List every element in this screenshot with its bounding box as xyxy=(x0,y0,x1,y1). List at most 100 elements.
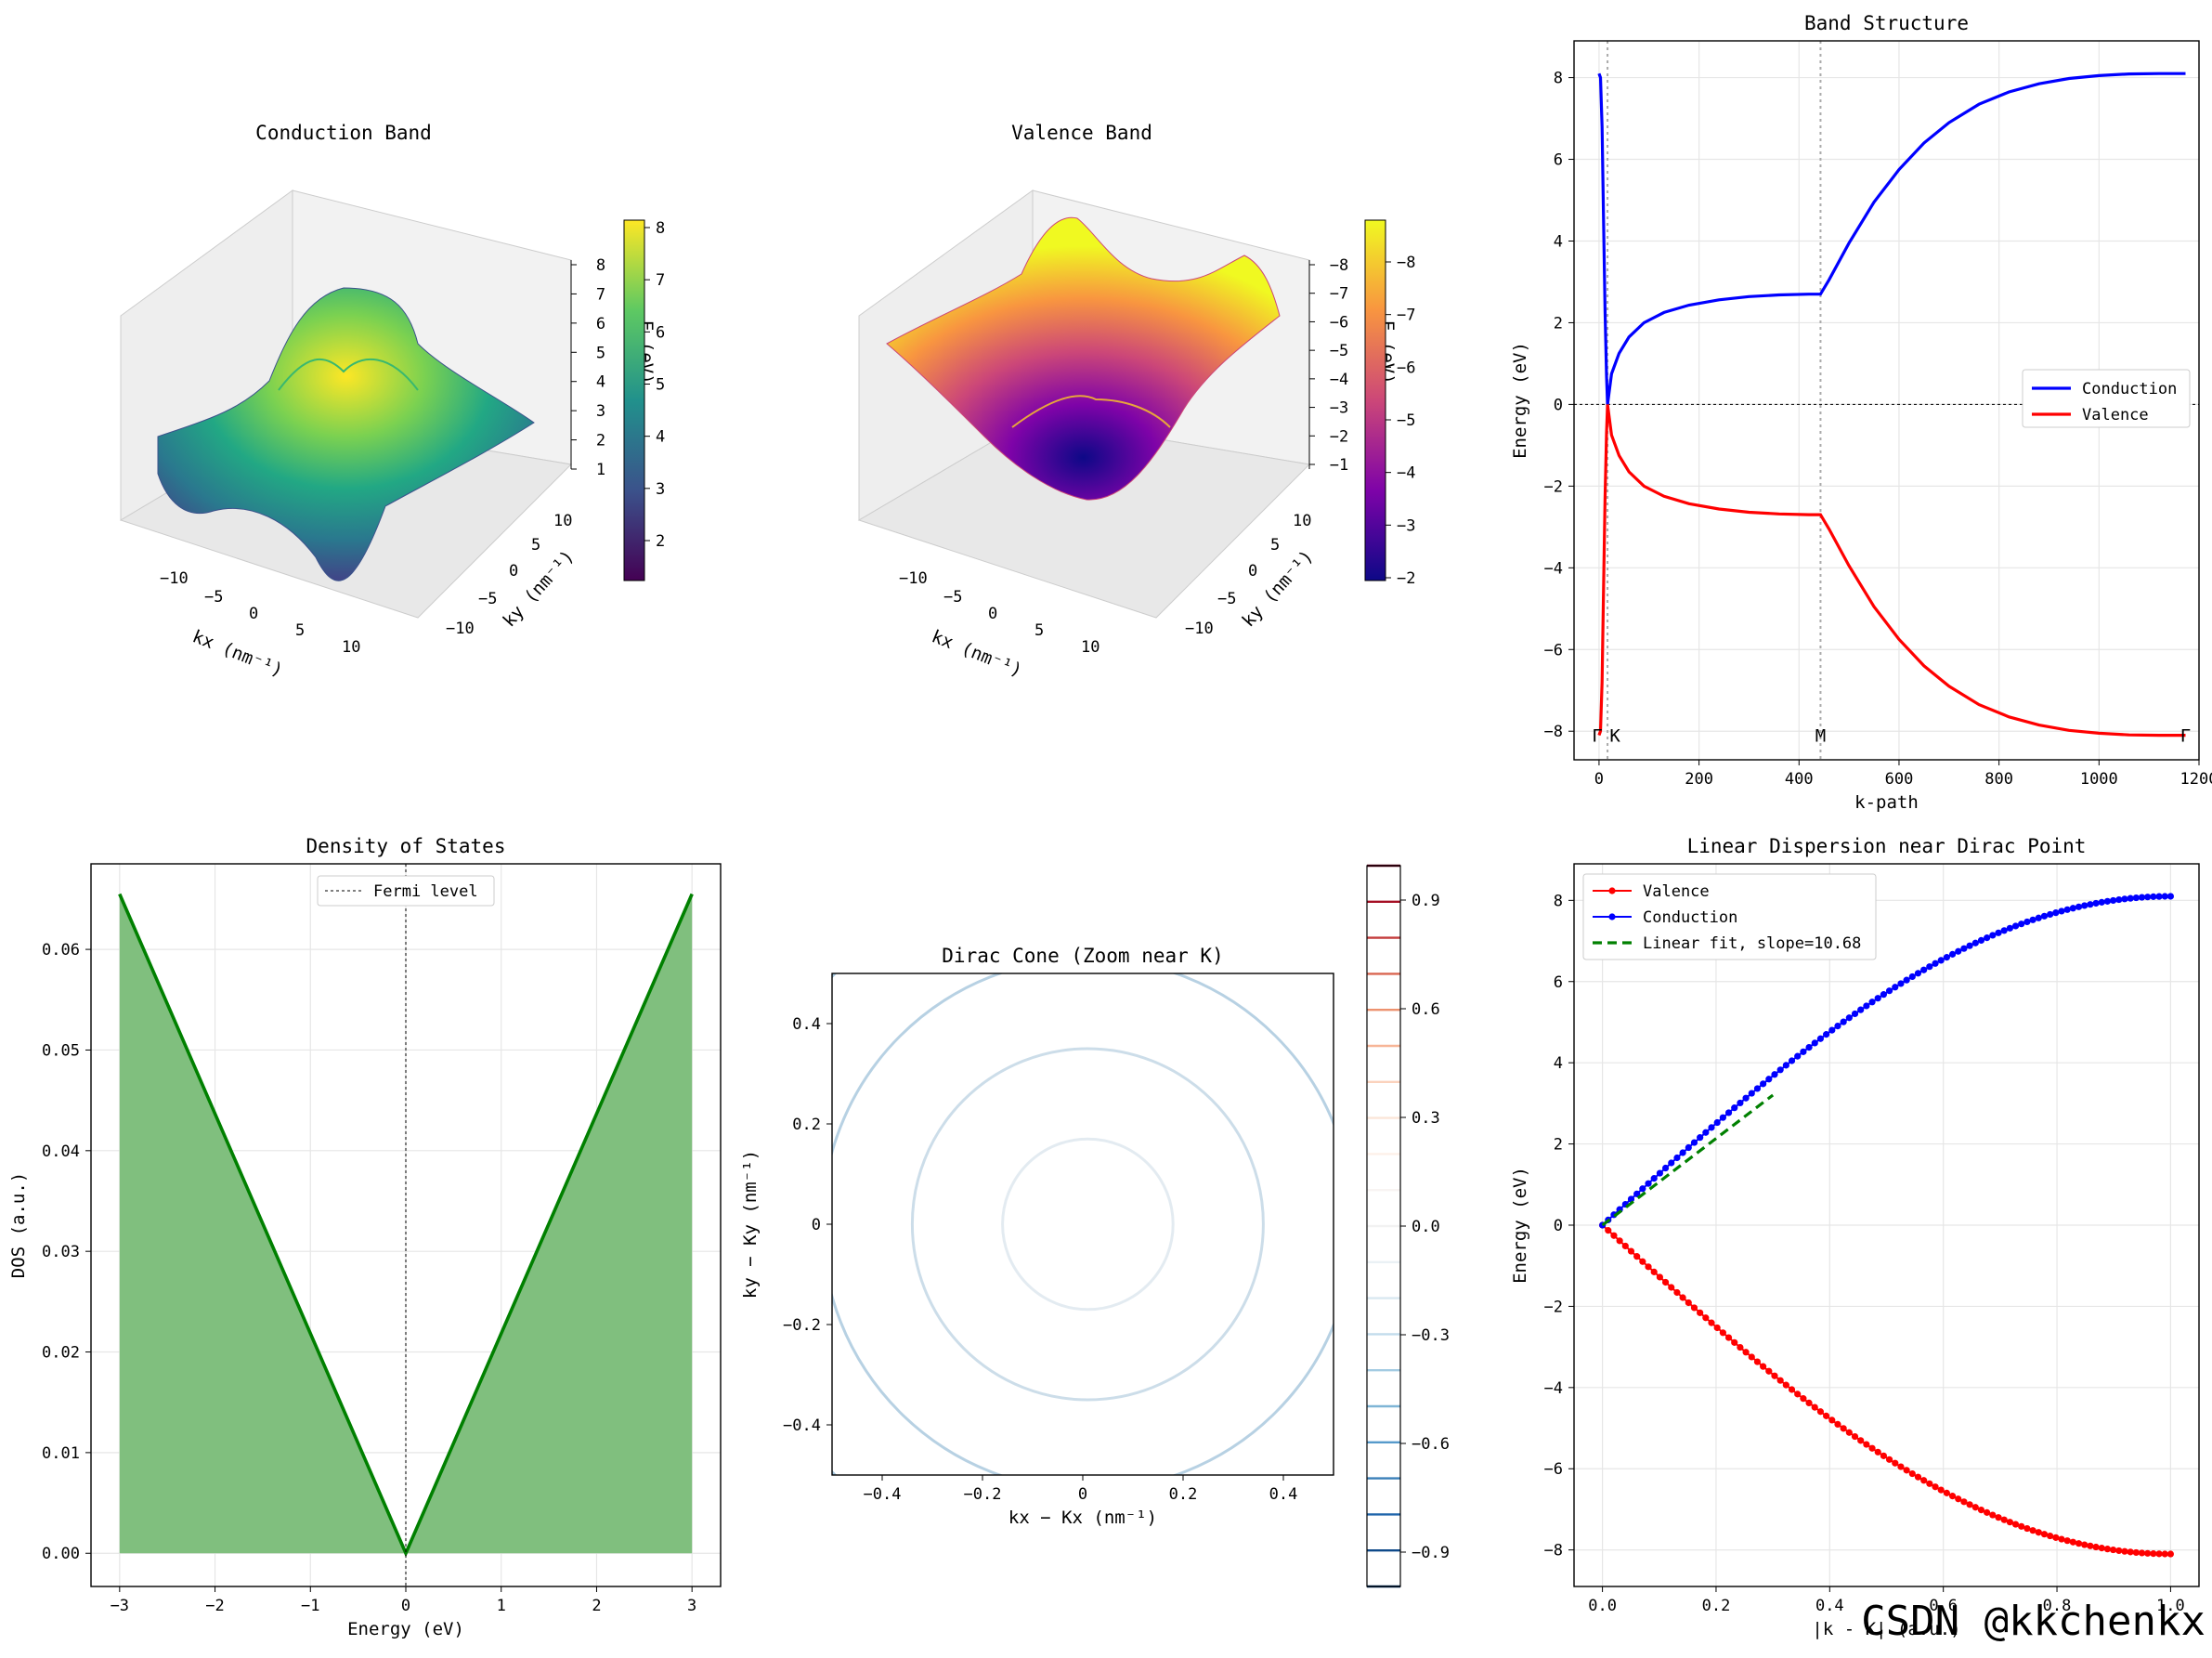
x-tick-label: 10 xyxy=(1081,638,1099,657)
data-point xyxy=(1851,1432,1859,1441)
z-tick-label: 7 xyxy=(596,285,605,304)
data-point xyxy=(1731,1104,1738,1112)
legend-entry: Valence xyxy=(2082,406,2149,424)
data-point xyxy=(1971,939,1979,946)
data-point xyxy=(1782,1062,1789,1069)
data-point xyxy=(1737,1343,1744,1351)
data-point xyxy=(1828,1026,1836,1034)
conduction-z-axis: 1 2 3 4 5 6 7 8 xyxy=(570,256,605,479)
y-tick-label: 6 xyxy=(1554,151,1563,170)
data-point xyxy=(1863,1002,1870,1010)
data-point xyxy=(2040,1531,2049,1538)
data-point xyxy=(2063,1537,2071,1545)
legend: Valence Conduction Linear fit, slope=10.68 xyxy=(1582,873,1877,960)
y-tick-label: −6 xyxy=(1544,1460,1563,1479)
data-point xyxy=(2092,899,2100,907)
colorbar-tick-label: −5 xyxy=(1397,411,1415,430)
data-point xyxy=(2023,918,2031,926)
x-tick-label: 0.8 xyxy=(2043,1597,2072,1615)
data-point xyxy=(2018,920,2025,928)
x-axis-label: kx − Kx (nm⁻¹) xyxy=(1008,1508,1157,1528)
x-tick-label: 200 xyxy=(1685,770,1713,789)
data-point xyxy=(1719,1114,1726,1121)
data-point xyxy=(2011,1521,2020,1528)
data-point xyxy=(2018,1522,2025,1530)
data-point xyxy=(1724,1109,1733,1116)
colorbar-tick-label: 2 xyxy=(656,532,665,551)
x-tick-label: −0.4 xyxy=(864,1485,902,1504)
data-point xyxy=(2069,1538,2076,1546)
data-point xyxy=(1661,1278,1670,1286)
data-point xyxy=(1668,1159,1675,1167)
data-point xyxy=(1650,1175,1658,1182)
z-tick-label: 5 xyxy=(596,344,605,362)
y-tick-label: 4 xyxy=(1554,232,1563,251)
y-tick-label: −0.2 xyxy=(783,1316,821,1335)
data-point xyxy=(1926,963,1933,971)
x-tick-label: 0.2 xyxy=(1702,1597,1731,1615)
data-point xyxy=(1845,1014,1853,1022)
data-point xyxy=(1868,1444,1876,1452)
data-point xyxy=(2047,1532,2054,1540)
colorbar-tick-label: 5 xyxy=(656,376,665,395)
data-point xyxy=(1668,1284,1675,1291)
x-tick-label: 0 xyxy=(988,605,997,623)
valence-surface xyxy=(886,216,1281,501)
legend-entry: Fermi level xyxy=(373,882,478,901)
data-point xyxy=(2103,897,2112,905)
y-tick-label: −4 xyxy=(1544,1379,1563,1398)
x-tick-label: 1000 xyxy=(2080,770,2118,789)
kpoint-label: M xyxy=(1815,726,1826,747)
data-point xyxy=(1932,1483,1939,1491)
conduction-surface xyxy=(157,287,535,581)
colorbar-tick-label: −0.6 xyxy=(1412,1435,1450,1454)
data-point xyxy=(2075,1540,2083,1547)
x-tick-label: 0.6 xyxy=(1929,1597,1958,1615)
y-tick-label: −2 xyxy=(1544,1298,1563,1316)
data-point xyxy=(1679,1294,1686,1301)
data-point xyxy=(1966,942,1973,949)
band-structure-panel: 0 200 400 600 800 1000 1200 −8 −6 −4 −2 0 2 4 6 8 Band S… xyxy=(1510,12,2212,813)
contour-rings xyxy=(832,973,1334,1475)
data-point xyxy=(2047,910,2054,919)
plot-frame xyxy=(831,973,1334,1476)
data-point xyxy=(1943,1489,1950,1496)
data-point xyxy=(1639,1185,1646,1193)
data-point xyxy=(1989,932,1997,939)
data-point xyxy=(1948,1493,1957,1500)
dos-line xyxy=(118,893,694,1558)
conduction-y-tick-labels: −10 −5 0 5 10 xyxy=(446,512,572,638)
data-point xyxy=(1690,1139,1698,1146)
plot-frame xyxy=(1573,40,2200,761)
watermark: CSDN @kkchenkx xyxy=(1861,1598,2205,1645)
x-tick-label: 0.4 xyxy=(1269,1485,1298,1504)
data-point xyxy=(1697,1309,1704,1316)
data-point xyxy=(1656,1169,1663,1177)
data-point xyxy=(1731,1338,1738,1346)
data-point xyxy=(1816,1035,1825,1042)
data-point xyxy=(1748,1353,1755,1361)
x-tick-label: 1 xyxy=(497,1597,506,1615)
y-tick-label: 8 xyxy=(1554,892,1563,910)
z-tick-label: −2 xyxy=(1330,427,1348,446)
data-point xyxy=(1605,1227,1612,1234)
data-point xyxy=(1737,1099,1744,1107)
data-point xyxy=(1702,1314,1710,1322)
data-point xyxy=(1885,987,1893,995)
data-point xyxy=(1713,1118,1721,1127)
x-tick-label: −10 xyxy=(899,569,928,588)
colorbar-tick-label: 3 xyxy=(656,480,665,499)
series-line-conduction xyxy=(1597,72,2186,405)
y-axis-label: ky − Ky (nm⁻¹) xyxy=(740,1150,761,1299)
data-point xyxy=(2087,901,2094,908)
legend-box xyxy=(317,875,495,907)
legend-entry: Conduction xyxy=(1643,908,1737,927)
colorbar-tick-label: −4 xyxy=(1397,464,1415,483)
data-point xyxy=(1742,1349,1750,1356)
x-tick-label: −2 xyxy=(205,1597,224,1615)
colorbar-tick-label: 0.0 xyxy=(1412,1218,1440,1236)
data-point xyxy=(2144,1549,2152,1557)
valence-y-label: ky (nm⁻¹) xyxy=(1238,546,1317,631)
data-point xyxy=(2000,1516,2008,1523)
y-tick-label: −10 xyxy=(446,620,475,638)
